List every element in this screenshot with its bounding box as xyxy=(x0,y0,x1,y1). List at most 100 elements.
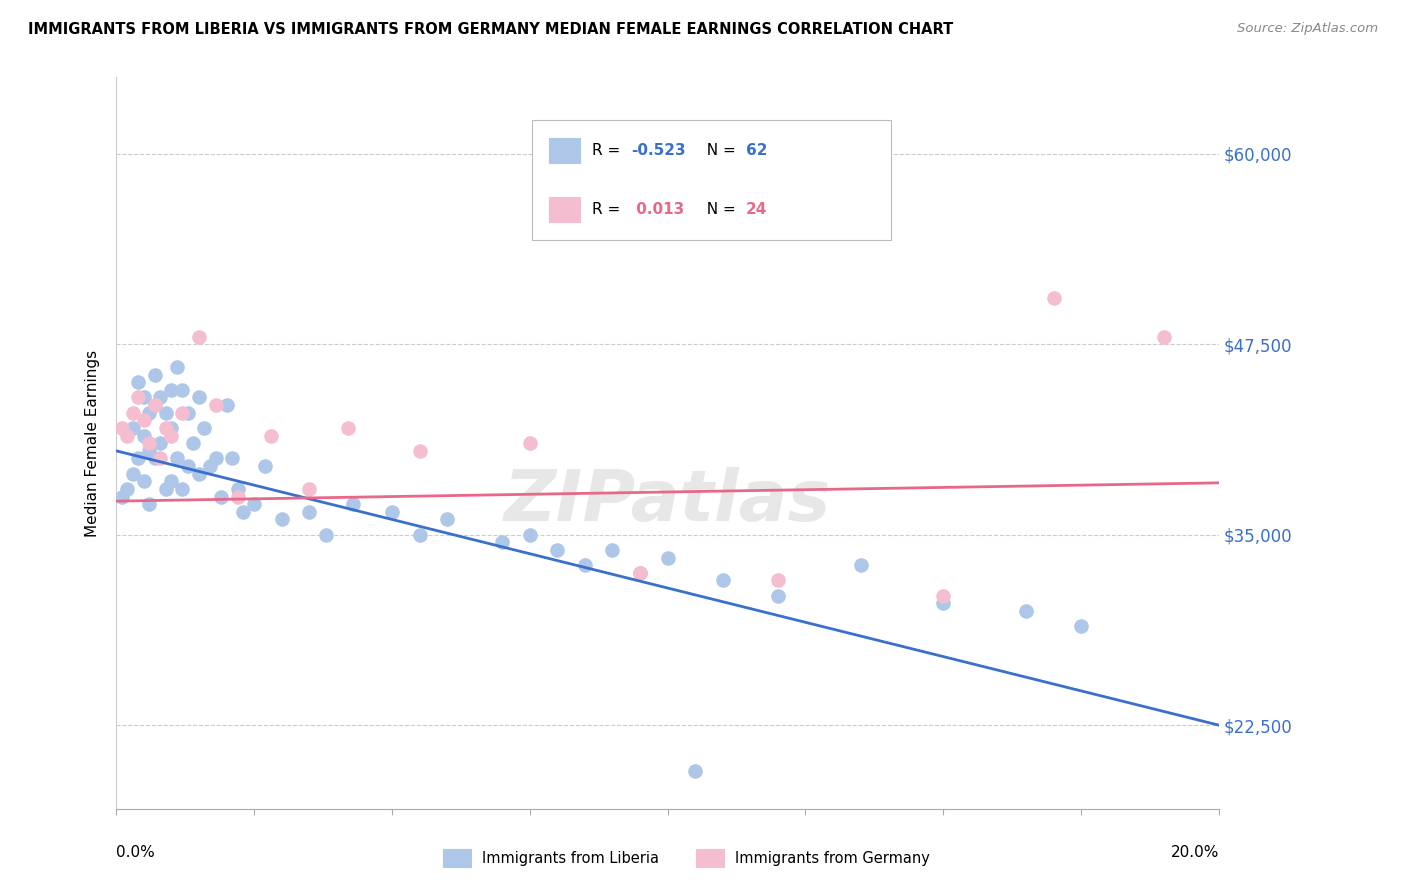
Point xyxy=(132,391,155,405)
Point xyxy=(111,421,134,435)
Point xyxy=(519,527,541,541)
Text: ZIPatlas: ZIPatlas xyxy=(503,467,831,536)
Point xyxy=(932,589,955,603)
Point xyxy=(127,391,149,405)
Point xyxy=(166,359,188,374)
Point xyxy=(491,535,513,549)
Point xyxy=(121,467,143,481)
Point xyxy=(259,428,281,442)
Point xyxy=(683,764,706,778)
Point xyxy=(766,589,789,603)
Point xyxy=(143,398,166,412)
Point xyxy=(628,566,651,580)
Point xyxy=(254,459,277,474)
Text: 62: 62 xyxy=(747,143,768,158)
Text: 0.013: 0.013 xyxy=(631,202,685,217)
Point xyxy=(138,436,160,450)
Point xyxy=(436,512,458,526)
Point xyxy=(172,383,194,397)
Point xyxy=(160,383,183,397)
Point xyxy=(342,497,364,511)
Point xyxy=(657,550,679,565)
Point xyxy=(155,482,177,496)
Point xyxy=(166,451,188,466)
Point xyxy=(138,497,160,511)
Point xyxy=(209,490,232,504)
Point xyxy=(336,421,359,435)
Point xyxy=(519,436,541,450)
Point xyxy=(298,482,321,496)
Point xyxy=(117,428,139,442)
Point xyxy=(138,443,160,458)
Point xyxy=(143,451,166,466)
Text: 0.0%: 0.0% xyxy=(117,845,155,860)
Point xyxy=(204,451,226,466)
Point xyxy=(1015,604,1038,618)
Point xyxy=(143,398,166,412)
Point xyxy=(111,490,134,504)
Point xyxy=(226,482,249,496)
Point xyxy=(932,596,955,610)
Point xyxy=(117,482,139,496)
Point xyxy=(315,527,337,541)
Point xyxy=(408,527,430,541)
Point xyxy=(149,391,172,405)
Point xyxy=(143,368,166,382)
Point xyxy=(198,459,221,474)
Point xyxy=(155,406,177,420)
Point xyxy=(177,459,200,474)
Point xyxy=(232,505,254,519)
Point xyxy=(149,436,172,450)
Point xyxy=(602,542,624,557)
Point xyxy=(132,475,155,489)
Point xyxy=(127,376,149,390)
Point xyxy=(1042,292,1064,306)
Point xyxy=(1070,619,1092,633)
Text: IMMIGRANTS FROM LIBERIA VS IMMIGRANTS FROM GERMANY MEDIAN FEMALE EARNINGS CORREL: IMMIGRANTS FROM LIBERIA VS IMMIGRANTS FR… xyxy=(28,22,953,37)
Point xyxy=(188,467,211,481)
Point xyxy=(172,406,194,420)
Point xyxy=(132,413,155,427)
Text: Immigrants from Germany: Immigrants from Germany xyxy=(735,851,929,865)
Point xyxy=(121,406,143,420)
Point xyxy=(172,482,194,496)
Point xyxy=(849,558,872,573)
Point xyxy=(183,436,205,450)
Text: 24: 24 xyxy=(747,202,768,217)
Point xyxy=(546,542,568,557)
Point xyxy=(243,497,266,511)
Point xyxy=(138,406,160,420)
Text: 20.0%: 20.0% xyxy=(1171,845,1219,860)
Text: N =: N = xyxy=(697,143,741,158)
Point xyxy=(215,398,238,412)
Text: N =: N = xyxy=(697,202,741,217)
Point xyxy=(132,428,155,442)
Point xyxy=(155,421,177,435)
Point xyxy=(188,391,211,405)
Point xyxy=(121,421,143,435)
Point xyxy=(127,451,149,466)
Point xyxy=(160,421,183,435)
Point xyxy=(711,574,734,588)
Text: Immigrants from Liberia: Immigrants from Liberia xyxy=(482,851,659,865)
Point xyxy=(221,451,243,466)
Point xyxy=(408,443,430,458)
Point xyxy=(226,490,249,504)
Point xyxy=(270,512,292,526)
Point xyxy=(381,505,404,519)
Point xyxy=(574,558,596,573)
Point xyxy=(766,574,789,588)
Point xyxy=(188,329,211,343)
Text: -0.523: -0.523 xyxy=(631,143,686,158)
Point xyxy=(149,451,172,466)
Text: Source: ZipAtlas.com: Source: ZipAtlas.com xyxy=(1237,22,1378,36)
Point xyxy=(193,421,215,435)
Text: R =: R = xyxy=(592,202,624,217)
Point xyxy=(628,566,651,580)
Point xyxy=(1153,329,1175,343)
Y-axis label: Median Female Earnings: Median Female Earnings xyxy=(86,350,100,537)
Point xyxy=(160,428,183,442)
Text: R =: R = xyxy=(592,143,624,158)
Point xyxy=(204,398,226,412)
Point xyxy=(177,406,200,420)
